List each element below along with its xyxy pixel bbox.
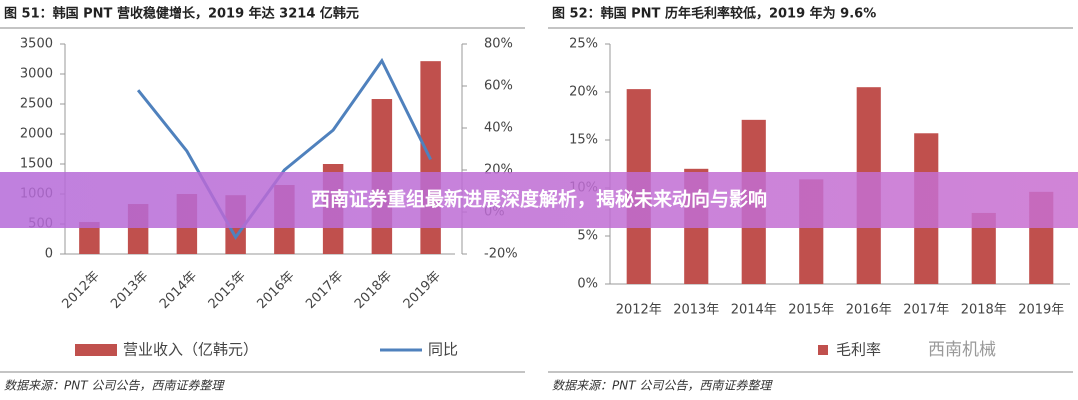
banner-bg — [0, 172, 1078, 228]
legend-label: 毛利率 — [836, 341, 881, 359]
y-tick-label: 15% — [569, 133, 598, 148]
y-tick-label: 5% — [577, 229, 598, 244]
watermark: 西南机械 — [928, 340, 996, 360]
x-tick-label: 2014年 — [157, 269, 200, 312]
y2-tick-label: 60% — [484, 79, 513, 94]
line — [136, 57, 432, 240]
y-tick-label: 25% — [569, 37, 598, 52]
x-tick-label: 2019年 — [1018, 303, 1064, 318]
chart-title: 图 51：韩国 PNT 营收稳健增长，2019 年达 3214 亿韩元 — [4, 6, 359, 22]
x-tick-label: 2013年 — [673, 303, 719, 318]
bar — [79, 222, 100, 254]
x-tick-label: 2015年 — [788, 303, 834, 318]
x-tick-label: 2017年 — [903, 303, 949, 318]
y-tick-label: 0 — [45, 247, 53, 262]
x-tick-label: 2016年 — [254, 269, 297, 312]
legend-swatch — [818, 345, 828, 355]
y-tick-label: 1500 — [20, 157, 53, 172]
legend-label: 营业收入（亿韩元） — [123, 341, 258, 359]
y-tick-label: 2500 — [20, 97, 53, 112]
y-tick-label: 3000 — [20, 67, 53, 82]
y2-tick-label: -20% — [484, 247, 518, 262]
banner-title: 西南证券重组最新进展深度解析，揭秘未来动向与影响 — [311, 188, 767, 211]
x-tick-label: 2012年 — [616, 303, 662, 318]
y-tick-label: 2000 — [20, 127, 53, 142]
x-tick-label: 2018年 — [961, 303, 1007, 318]
x-tick-label: 2018年 — [352, 269, 395, 312]
x-tick-label: 2019年 — [401, 269, 444, 312]
x-tick-label: 2016年 — [846, 303, 892, 318]
x-tick-label: 2012年 — [59, 269, 102, 312]
y2-tick-label: 40% — [484, 121, 513, 136]
y-tick-label: 20% — [569, 85, 598, 100]
y2-tick-label: 80% — [484, 37, 513, 52]
x-tick-label: 2017年 — [303, 269, 346, 312]
chart-title: 图 52：韩国 PNT 历年毛利率较低，2019 年为 9.6% — [552, 6, 876, 22]
x-tick-label: 2015年 — [206, 269, 249, 312]
x-tick-label: 2013年 — [108, 269, 151, 312]
source-note: 数据来源：PNT 公司公告，西南证券整理 — [552, 379, 773, 393]
y-tick-label: 3500 — [20, 37, 53, 52]
source-note: 数据来源：PNT 公司公告，西南证券整理 — [4, 379, 225, 393]
legend-swatch — [75, 344, 117, 356]
x-tick-label: 2014年 — [731, 303, 777, 318]
y-tick-label: 0% — [577, 277, 598, 292]
legend-label: 同比 — [428, 341, 458, 359]
